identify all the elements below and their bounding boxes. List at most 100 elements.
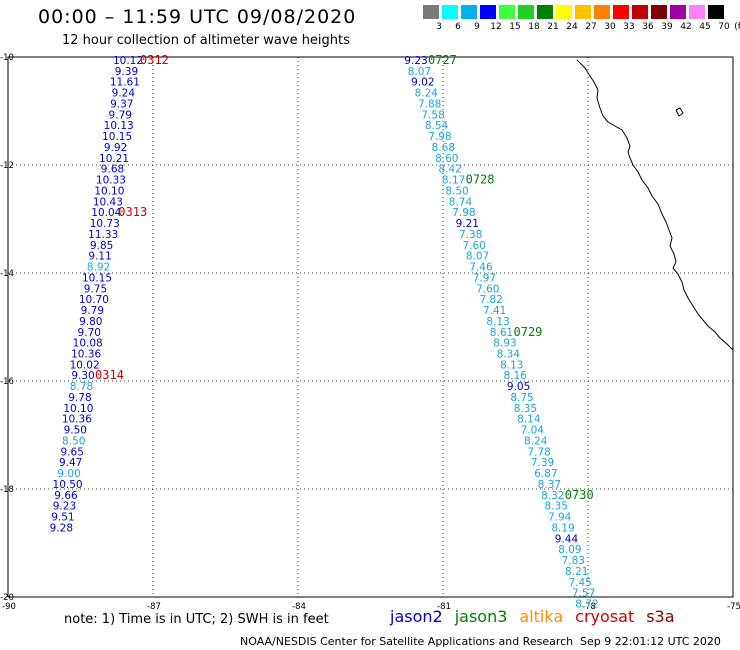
wave-height-value: 9.51	[51, 512, 74, 524]
wave-height-value: 9.24	[112, 88, 136, 100]
wave-height-value: 10.70	[79, 294, 109, 306]
wave-height-value: 8.35	[545, 501, 568, 513]
wave-height-value: 9.70	[78, 327, 101, 339]
wave-height-value: 6.87	[534, 468, 557, 480]
color-scale-label: 21	[547, 22, 559, 32]
color-scale-label: 15	[509, 22, 521, 32]
wave-height-value: 8.68	[432, 142, 455, 154]
wave-height-value: 8.07	[408, 66, 431, 78]
legend-item-s3a: s3a	[646, 607, 675, 626]
wave-height-value: 10.10	[94, 185, 124, 197]
wave-height-value: 7.83	[562, 555, 585, 567]
wave-height-value: 8.17	[442, 175, 465, 187]
color-scale-swatch	[632, 5, 648, 19]
wave-height-value: 10.36	[62, 414, 92, 426]
wave-height-value: 7.88	[418, 98, 441, 110]
wave-height-value: 9.37	[110, 98, 133, 110]
color-scale-label: 27	[585, 22, 597, 32]
legend-item-altika: altika	[519, 607, 564, 626]
pass-time-label: 0728	[466, 173, 495, 187]
wave-height-value: 7.60	[462, 240, 485, 252]
wave-height-value: 8.74	[449, 196, 473, 208]
wave-height-value: 9.00	[57, 468, 80, 480]
color-scale-swatch	[708, 5, 724, 19]
pass-time-label: 0313	[118, 205, 147, 219]
map-subtitle: 12 hour collection of altimeter wave hei…	[62, 33, 350, 48]
wave-height-value: 10.15	[82, 272, 112, 284]
wave-height-value: 9.30	[71, 370, 94, 382]
wave-height-value: 8.24	[415, 88, 439, 100]
coastline	[576, 59, 734, 351]
satellite-legend: jason2 jason3 altika cryosat s3a	[390, 607, 687, 626]
wave-height-value: 10.33	[96, 175, 126, 187]
pass-time-label: 0727	[428, 53, 457, 67]
color-scale-label: 6	[455, 22, 461, 32]
wave-height-value: 7.82	[480, 294, 503, 306]
wave-height-value: 8.34	[497, 348, 521, 360]
color-scale-label: 33	[623, 22, 635, 32]
map-title: 00:00 – 11:59 UTC 09/08/2020	[38, 6, 357, 28]
grid-lines	[8, 57, 733, 597]
color-scale-swatch	[651, 5, 667, 19]
wave-height-value: 8.93	[493, 338, 516, 350]
wave-height-value: 7.46	[469, 262, 493, 274]
wave-height-value: 10.13	[104, 120, 134, 132]
wave-height-value: 10.73	[90, 218, 120, 230]
wave-height-value: 8.37	[538, 479, 561, 491]
pass-time-label: 0730	[565, 488, 594, 502]
wave-height-value: 8.92	[87, 262, 110, 274]
lat-tick-label: -10	[0, 53, 14, 63]
legend-item-jason2: jason2	[390, 607, 443, 626]
lat-tick-label: -18	[0, 485, 14, 495]
wave-height-value: 7.78	[527, 446, 550, 458]
color-scale-swatch	[613, 5, 629, 19]
wave-height-value: 8.13	[486, 316, 509, 328]
pass-time-label: 0314	[95, 368, 124, 382]
wave-height-value: 10.02	[70, 359, 100, 371]
wave-height-value: 8.13	[500, 359, 523, 371]
wave-height-value: 9.23	[404, 55, 427, 67]
wave-height-value: 7.60	[476, 283, 499, 295]
wave-height-value: 10.10	[63, 403, 93, 415]
lon-tick-label: -81	[437, 602, 451, 612]
wave-height-value: 9.39	[115, 66, 138, 78]
wave-height-value: 8.78	[70, 381, 93, 393]
wave-height-value: 9.79	[81, 305, 104, 317]
wave-height-value: 10.04	[91, 207, 121, 219]
color-scale-label: 39	[661, 22, 673, 32]
wave-height-value: 7.39	[531, 457, 554, 469]
wave-height-value: 10.12	[113, 55, 143, 67]
color-scale-label: 42	[680, 22, 692, 32]
wave-height-value: 10.43	[93, 196, 123, 208]
color-scale-label: 18	[528, 22, 540, 32]
lat-tick-label: -20	[0, 593, 14, 603]
color-scale-swatch	[423, 5, 439, 19]
wave-height-value: 7.41	[483, 305, 506, 317]
color-scale-label: 70	[718, 22, 730, 32]
color-scale-label: 36	[642, 22, 654, 32]
color-scale-swatch	[556, 5, 572, 19]
agency-credit: NOAA/NESDIS Center for Satellite Applica…	[240, 635, 574, 648]
satellite-tracks: 10.129.3911.619.249.379.7910.1310.159.92…	[50, 53, 599, 611]
color-scale-swatch	[499, 5, 515, 19]
wave-height-value: 11.33	[88, 229, 118, 241]
color-scale-swatch	[518, 5, 534, 19]
wave-height-value: 7.97	[473, 272, 496, 284]
legend-item-cryosat: cryosat	[575, 607, 635, 626]
color-scale-swatch	[442, 5, 458, 19]
wave-height-value: 9.47	[59, 457, 82, 469]
pass-time-label: 0312	[140, 53, 169, 67]
wave-height-value: 7.38	[459, 229, 482, 241]
wave-height-value: 9.28	[50, 522, 73, 534]
wave-height-value: 9.80	[79, 316, 102, 328]
wave-height-value: 8.50	[445, 185, 468, 197]
wave-height-value: 8.19	[551, 522, 574, 534]
color-scale-label: 3	[436, 22, 442, 32]
wave-height-value: 10.36	[71, 348, 101, 360]
wave-height-value: 8.61	[490, 327, 513, 339]
wave-height-value: 9.05	[507, 381, 530, 393]
axis-labels: -90 -87 -84 -81 -78 -75 -10 -12 -14 -16 -18 -20	[0, 53, 740, 612]
lon-tick-label: -78	[582, 602, 596, 612]
wave-height-value: 9.11	[88, 251, 111, 263]
